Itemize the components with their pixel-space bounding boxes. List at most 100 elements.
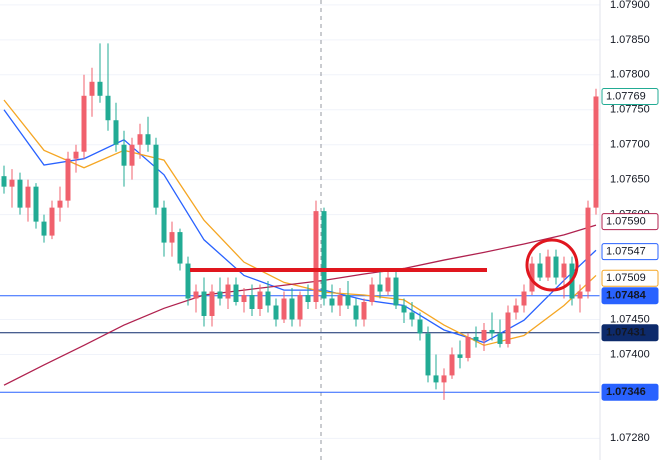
y-tick-label: 1.07700 (610, 139, 650, 151)
candle-body (137, 134, 143, 145)
candle-body (553, 256, 559, 278)
moving-average (3, 99, 597, 347)
y-tick-label: 1.07750 (610, 104, 650, 116)
candle-body (201, 291, 207, 316)
candle-body (265, 291, 271, 306)
candle-body (393, 277, 399, 306)
candle-body (241, 295, 247, 303)
price-label: 1.07547 (606, 246, 646, 258)
candle-body (129, 144, 135, 166)
candle-body (289, 298, 295, 320)
candle-body (209, 291, 215, 316)
price-label-box (601, 87, 659, 105)
candle-body (217, 291, 223, 299)
candle-body (41, 221, 47, 236)
candle-body (177, 232, 183, 264)
candle-body (153, 144, 159, 208)
candle-body (305, 295, 311, 303)
candle-body (281, 298, 287, 320)
candle-body (113, 120, 119, 145)
y-tick-label: 1.07800 (610, 69, 650, 81)
price-label-box (601, 287, 659, 305)
candle-body (81, 95, 87, 152)
candle-body (329, 298, 335, 306)
price-label: 1.07590 (606, 216, 646, 228)
candle-body (489, 329, 495, 334)
candle-body (401, 305, 407, 313)
candle-body (97, 81, 103, 96)
candle-body (545, 256, 551, 278)
candle-body (9, 179, 15, 187)
candle-body (577, 291, 583, 299)
candle-body (225, 284, 231, 299)
price-label-box (601, 213, 659, 231)
candle-body (465, 336, 471, 358)
candle-body (433, 375, 439, 383)
axis: 1.07900 1.07850 1.07800 1.07750 1.07700 1.076… (601, 0, 659, 444)
candle-body (377, 284, 383, 292)
candle-body (65, 158, 71, 201)
candle-body (17, 179, 23, 208)
candle-body (345, 295, 351, 306)
candle-body (33, 186, 39, 222)
candle-body (385, 277, 391, 292)
candle-body (297, 295, 303, 320)
candle-body (193, 291, 199, 299)
candle-body (361, 302, 367, 320)
candle-body (409, 312, 415, 320)
candle-body (105, 95, 111, 121)
candle-body (257, 291, 263, 309)
candle-body (417, 319, 423, 334)
price-label-box (601, 243, 659, 261)
candle-body (441, 375, 447, 383)
price-label: 1.07509 (606, 272, 646, 284)
candle-body (49, 207, 55, 236)
candle-body (121, 144, 127, 166)
candle-body (249, 295, 255, 309)
candle-body (537, 263, 543, 278)
y-tick-label: 1.07400 (610, 348, 650, 360)
candle-body (145, 134, 151, 145)
candle-body (473, 336, 479, 341)
price-label: 1.07431 (606, 327, 646, 339)
drawn-circle (525, 238, 579, 292)
y-tick-label: 1.07900 (610, 0, 650, 11)
candle-body (25, 186, 31, 208)
candle-body (161, 207, 167, 243)
candle-body (233, 284, 239, 303)
candle-body (73, 151, 79, 159)
moving-averages (3, 99, 597, 386)
candle-body (481, 329, 487, 341)
y-tick-label: 1.07450 (610, 313, 650, 325)
candle-body (561, 263, 567, 278)
candle-body (169, 232, 175, 243)
candle-body (449, 354, 455, 376)
candle-body (513, 305, 519, 313)
candle-body (1, 176, 7, 187)
candle-body (497, 333, 503, 344)
price-label: 1.07769 (606, 90, 646, 102)
candle-body (57, 200, 63, 208)
price-label-box (601, 269, 659, 287)
moving-average (3, 109, 597, 344)
y-tick-label: 1.07650 (610, 174, 650, 186)
candle-body (585, 207, 591, 292)
candle-body (321, 211, 327, 299)
candle-body (521, 291, 527, 306)
candle-body (593, 96, 599, 208)
price-label-box (601, 383, 659, 401)
candle-body (313, 211, 319, 303)
candle-body (185, 263, 191, 299)
candle-body (457, 354, 463, 358)
y-tick-label: 1.07280 (610, 432, 650, 444)
candle-body (369, 284, 375, 303)
candle-body (89, 81, 95, 96)
y-tick-label: 1.07850 (610, 34, 650, 46)
moving-average (3, 224, 597, 386)
candle-body (337, 295, 343, 306)
candle-body (505, 312, 511, 344)
candle-body (425, 333, 431, 376)
candle-body (353, 305, 359, 320)
price-label: 1.07484 (606, 290, 647, 302)
